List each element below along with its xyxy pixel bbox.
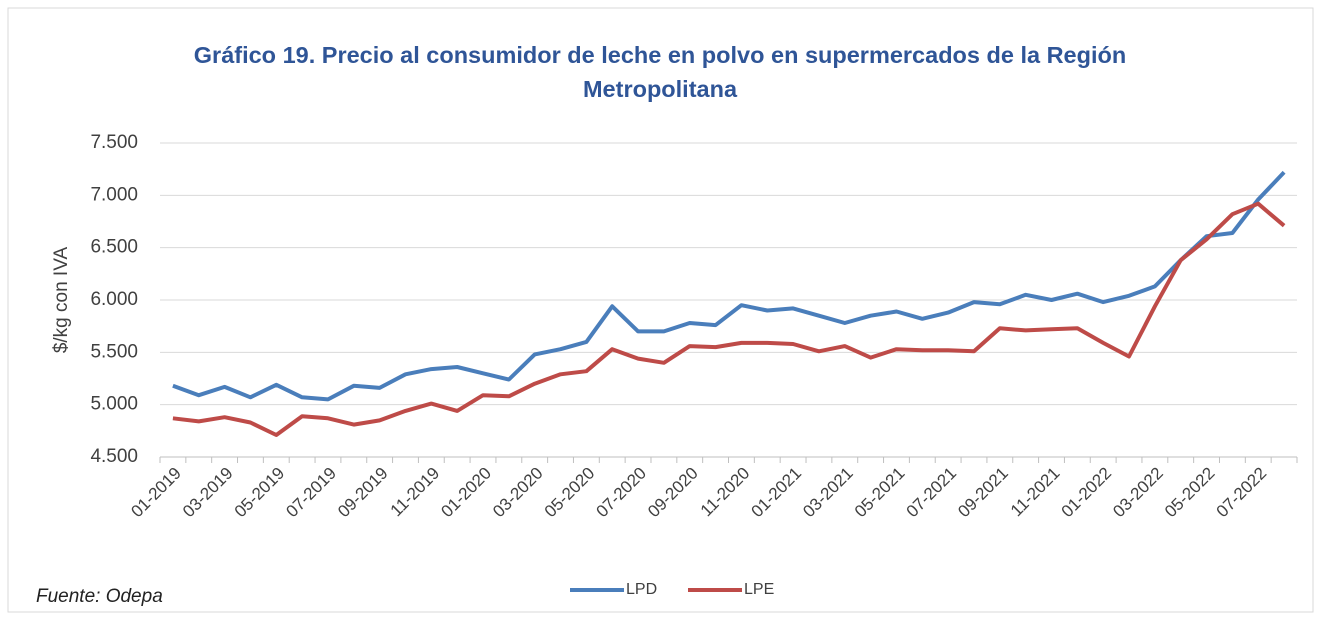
x-tick-label: 05-2019	[231, 464, 289, 522]
x-tick-label: 11-2020	[697, 464, 754, 521]
y-tick-label: 6.500	[90, 237, 138, 258]
y-tick-label: 4.500	[90, 446, 138, 467]
x-tick-label: 03-2021	[799, 464, 857, 522]
y-tick-label: 5.000	[90, 394, 138, 415]
y-axis-label: $/kg con IVA	[51, 247, 72, 354]
x-tick-label: 11-2019	[387, 464, 444, 521]
y-tick-label: 5.500	[90, 341, 138, 362]
x-tick-label: 01-2020	[437, 464, 495, 522]
source-note: Fuente: Odepa	[36, 586, 163, 607]
x-tick-label: 01-2022	[1058, 464, 1116, 522]
y-tick-label: 6.000	[90, 289, 138, 310]
x-tick-label: 07-2019	[282, 464, 340, 522]
x-tick-label: 03-2020	[489, 464, 547, 522]
chart-title: Gráfico 19. Precio al consumidor de lech…	[193, 42, 1127, 102]
x-tick-label: 11-2021	[1007, 464, 1064, 521]
x-tick-label: 07-2021	[903, 464, 961, 522]
x-tick-label: 09-2020	[644, 464, 702, 522]
x-tick-label: 01-2021	[748, 464, 806, 522]
x-tick-label: 07-2020	[593, 464, 651, 522]
x-tick-label: 05-2022	[1161, 464, 1219, 522]
x-tick-label: 03-2019	[179, 464, 237, 522]
x-tick-label: 01-2019	[127, 464, 185, 522]
x-tick-label: 05-2021	[851, 464, 909, 522]
x-tick-label: 07-2022	[1213, 464, 1271, 522]
y-tick-label: 7.000	[90, 184, 138, 205]
legend-label: LPE	[744, 581, 774, 598]
line-series	[172, 170, 1286, 402]
x-tick-label: 09-2019	[334, 464, 392, 522]
x-tick-label: 05-2020	[541, 464, 599, 522]
legend-label: LPD	[626, 581, 657, 598]
y-tick-label: 7.500	[90, 132, 138, 153]
line-series	[172, 201, 1286, 437]
chart-border	[7, 7, 1314, 613]
x-tick-label: 03-2022	[1109, 464, 1167, 522]
x-tick-label: 09-2021	[954, 464, 1012, 522]
